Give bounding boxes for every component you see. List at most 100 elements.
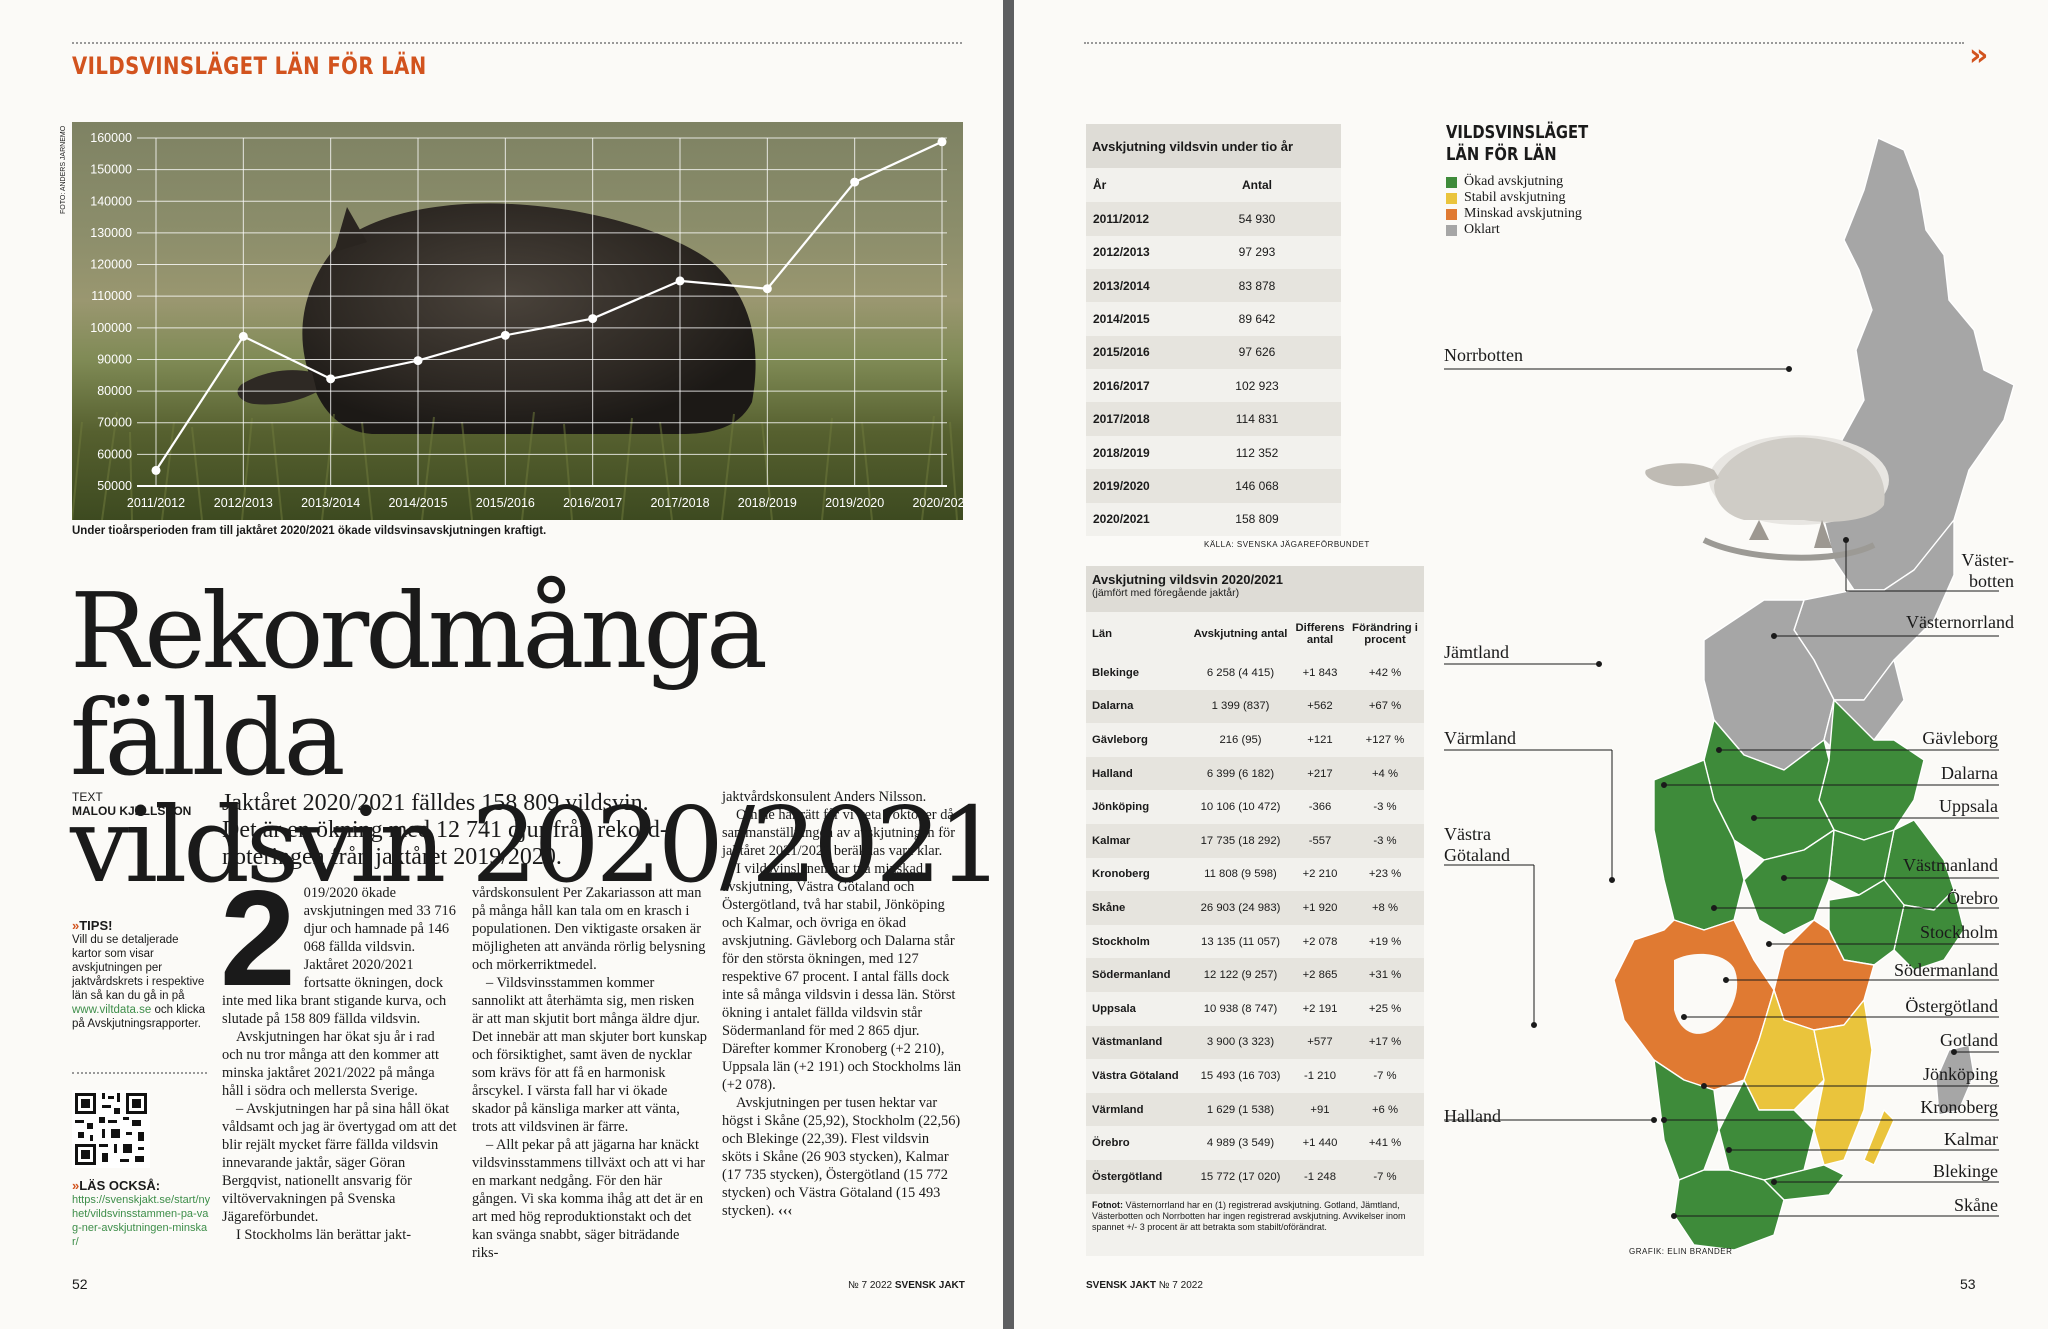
viltdata-link[interactable]: www.viltdata.se — [72, 1004, 152, 1016]
x-tick-label: 2013/2014 — [301, 496, 360, 510]
table2-row: Blekinge 6 258 (4 415) +1 843 +42 % — [1092, 666, 1402, 679]
read-also-link[interactable]: https://svenskjakt.se/start/nyhet/vildsv… — [72, 1194, 211, 1248]
y-tick-label: 90000 — [97, 352, 132, 366]
label-ostergotland: Östergötland — [1905, 996, 1998, 1016]
table1-row: 2018/2019 112 352 — [1093, 445, 1279, 460]
headline: Rekordmånga fällda vildsvin 2020/2021 — [70, 578, 1003, 899]
table2-row: Jönköping 10 106 (10 472) -366 -3 % — [1092, 801, 1397, 814]
y-tick-label: 50000 — [97, 479, 132, 493]
data-point — [500, 330, 510, 340]
table2-footnote: Fotnot: Västernorrland har en (1) regist… — [1092, 1200, 1406, 1232]
legend-stable: Stabil avskjutning — [1446, 190, 1619, 206]
data-point — [413, 356, 423, 366]
tips-body: Vill du se detaljerade kartor som visar … — [72, 934, 205, 1030]
table1-row: 2012/2013 97 293 — [1093, 245, 1276, 260]
photo-credit: FOTO: ANDERS JARNEMO — [60, 125, 67, 214]
region-kalmar — [1813, 999, 1873, 1166]
data-point — [238, 331, 248, 341]
read-also-arrow-icon: » — [72, 1178, 80, 1193]
data-point — [850, 177, 860, 187]
data-point — [762, 284, 772, 294]
table2-row: Örebro 4 989 (3 549) +1 440 +41 % — [1092, 1137, 1402, 1150]
label-kronoberg: Kronoberg — [1920, 1097, 1998, 1117]
y-tick-label: 130000 — [90, 226, 132, 240]
boar-photo — [72, 203, 958, 520]
table-ten-years: Avskjutning vildsvin under tio år År Anta… — [1086, 124, 1341, 536]
label-skane: Skåne — [1954, 1195, 1998, 1215]
table1-header: År Antal — [1093, 177, 1272, 192]
data-point — [326, 374, 336, 384]
x-tick-label: 2015/2016 — [476, 496, 535, 510]
label-jonkoping: Jönköping — [1922, 1064, 1998, 1084]
legend-items: Ökad avskjutning Stabil avskjutning Mins… — [1446, 174, 1619, 238]
magazine-footer-right: SVENSK JAKT № 7 2022 — [1086, 1280, 1203, 1291]
y-tick-label: 150000 — [90, 163, 132, 177]
magazine-footer-left: № 7 2022 SVENSK JAKT — [848, 1280, 965, 1291]
table1-title: Avskjutning vildsvin under tio år — [1086, 124, 1341, 168]
table2-row: Dalarna 1 399 (837) +562 +67 % — [1086, 689, 1424, 724]
photo-caption: Under tioårsperioden fram till jaktåret … — [72, 525, 547, 537]
page-number-right: 53 — [1960, 1276, 1976, 1292]
x-tick-label: 2017/2018 — [650, 496, 709, 510]
body-column-1: 2 019/2020 ökade avskjutningen med 33 716… — [220, 862, 457, 1243]
y-tick-label: 80000 — [97, 384, 132, 398]
y-tick-label: 60000 — [97, 447, 132, 461]
tips-arrow-icon: » — [72, 918, 80, 933]
data-point — [588, 314, 598, 324]
page-number-left: 52 — [72, 1276, 88, 1292]
x-tick-label: 2016/2017 — [563, 496, 622, 510]
tips-title: »TIPS! — [72, 918, 113, 933]
map-title-1: VILDSVINSLÄGET — [1446, 122, 1589, 143]
table2-title-block: Avskjutning vildsvin 2020/2021 (jämfört … — [1086, 566, 1424, 612]
region-stockholm — [1893, 889, 1965, 971]
table2-row: Halland 6 399 (6 182) +217 +4 % — [1086, 756, 1424, 791]
body-column-2: vårdskonsulent Per Zakariasson att man p… — [472, 885, 707, 1261]
data-point — [675, 276, 685, 286]
label-uppsala: Uppsala — [1939, 796, 1998, 816]
sweden-map — [1444, 137, 2015, 1251]
map-credit: GRAFIK: ELIN BRANDER — [1629, 1247, 1733, 1256]
read-also-box: »LÄS OCKSÅ: https://svenskjakt.se/start/… — [72, 1178, 212, 1249]
continue-arrow-icon: » — [1969, 38, 1989, 73]
read-also-title: »LÄS OCKSÅ: — [72, 1178, 161, 1193]
table2-row: Södermanland 12 122 (9 257) +2 865 +31 % — [1086, 958, 1424, 992]
table1-row: 2013/2014 83 878 — [1086, 268, 1341, 303]
lead-line-3: noteringen från jaktåret 2019/2020. — [222, 844, 562, 870]
top-rule — [72, 42, 962, 44]
x-tick-label: 2014/2015 — [388, 496, 447, 510]
avskjutning-line-chart: 160000 150000 140000 130000 120000 110000 1000… — [90, 131, 963, 510]
label-jamtland: Jämtland — [1444, 642, 1509, 662]
table1-source: KÄLLA: SVENSKA JÄGAREFÖRBUNDET — [1204, 540, 1370, 549]
label-gotland: Gotland — [1940, 1030, 1998, 1050]
tips-box: »TIPS! Vill du se detaljerade kartor som… — [72, 918, 207, 1031]
table2-subtitle: (jämfört med föregående jaktår) — [1092, 587, 1240, 599]
table2-row: Skåne 26 903 (24 983) +1 920 +8 % — [1086, 891, 1424, 925]
y-tick-label: 110000 — [91, 289, 132, 303]
label-vasternorrland: Västernorrland — [1906, 612, 2014, 632]
table2-row: Värmland 1 629 (1 538) +91 +6 % — [1086, 1092, 1424, 1127]
qr-code[interactable] — [72, 1090, 150, 1168]
headline-line-2: vildsvin 2020/2021 — [70, 784, 1003, 906]
label-sodermanland: Södermanland — [1894, 960, 1998, 980]
table-by-county: Avskjutning vildsvin 2020/2021 (jämfört … — [1086, 566, 1424, 1256]
x-tick-label: 2020/2021 — [912, 496, 963, 510]
data-point — [937, 137, 947, 147]
label-stockholm: Stockholm — [1919, 922, 1998, 942]
table2-row: Gävleborg 216 (95) +121 +127 % — [1092, 733, 1405, 746]
right-page: » Avskjutning vildsvin under tio år År An… — [1014, 0, 2048, 1329]
body-column-3: jaktvårdskonsulent Anders Nilsson. Om de… — [722, 789, 962, 1219]
label-norrbotten: Norrbotten — [1444, 345, 1523, 365]
legend-decrease: Minskad avskjutning — [1446, 206, 1619, 222]
sidebar-rule — [72, 1072, 207, 1074]
lead-line-2: Det är en ökning med 12 741 djur från re… — [222, 817, 668, 843]
table2-title: Avskjutning vildsvin 2020/2021 — [1092, 572, 1283, 587]
legend-increase: Ökad avskjutning — [1446, 174, 1619, 190]
label-halland: Halland — [1444, 1106, 1501, 1126]
table2-row: Östergötland 15 772 (17 020) -1 248 -7 % — [1086, 1160, 1424, 1194]
table1-row: 2016/2017 102 923 — [1093, 378, 1279, 393]
lead-paragraph: Jaktåret 2020/2021 fälldes 158 809 vilds… — [222, 790, 692, 871]
table2-row: Kronoberg 11 808 (9 598) +2 210 +23 % — [1092, 868, 1402, 881]
data-point — [151, 465, 161, 475]
region-vanern-lake — [1674, 953, 1738, 1034]
table1-row: 2020/2021 158 809 — [1093, 512, 1279, 527]
